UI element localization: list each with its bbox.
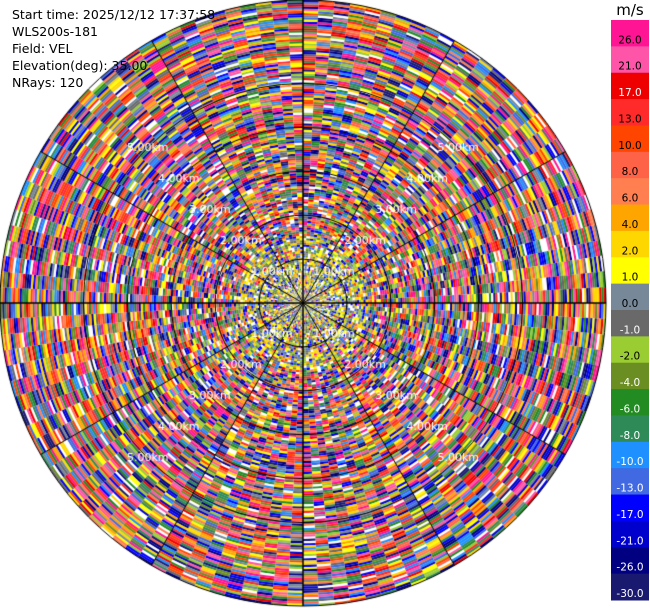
colorbar-tick-label: -30.0 <box>616 588 643 600</box>
colorbar-swatch <box>611 441 649 469</box>
colorbar-swatch <box>611 415 649 443</box>
colorbar-tick-label: -21.0 <box>616 535 643 547</box>
colorbar-swatch <box>611 257 649 285</box>
colorbar-swatch <box>611 468 649 496</box>
colorbar-swatch <box>611 178 649 206</box>
field-name: Field: VEL <box>12 41 73 56</box>
colorbar-swatch <box>611 389 649 416</box>
elevation: Elevation(deg): 35.00 <box>12 58 148 73</box>
ray-count: NRays: 120 <box>12 75 84 90</box>
colorbar-tick-label: -13.0 <box>616 483 643 495</box>
colorbar-swatch <box>611 72 649 100</box>
colorbar-tick-label: -10.0 <box>616 456 643 468</box>
colorbar-tick-label: 2.0 <box>622 245 639 257</box>
colorbar-tick-label: 13.0 <box>618 113 641 125</box>
colorbar-tick-label: -2.0 <box>620 351 641 363</box>
colorbar-swatch <box>611 283 649 311</box>
colorbar-swatch <box>611 99 649 126</box>
colorbar-tick-label: -8.0 <box>620 430 641 442</box>
colorbar-unit-label: m/s <box>616 1 644 19</box>
scan-info: Start time: 2025/12/12 17:37:58 WLS200s-… <box>12 6 215 91</box>
colorbar-swatch <box>611 573 649 601</box>
colorbar-swatch <box>611 151 649 179</box>
colorbar-tick-label: 17.0 <box>618 87 641 99</box>
colorbar-swatch <box>611 46 649 74</box>
colorbar-swatch <box>611 494 649 522</box>
colorbar-tick-label: 10.0 <box>618 140 641 152</box>
colorbar-swatch <box>611 125 649 153</box>
colorbar-tick-label: -4.0 <box>620 377 641 389</box>
colorbar-tick-label: 21.0 <box>618 61 641 73</box>
colorbar-swatch <box>611 520 649 548</box>
colorbar-swatch <box>611 547 649 575</box>
colorbar-tick-label: 8.0 <box>622 166 639 178</box>
colorbar-tick-label: -26.0 <box>616 562 643 574</box>
colorbar-swatch <box>611 310 649 337</box>
colorbar-tick-label: 0.0 <box>622 298 639 310</box>
colorbar-tick-label: 6.0 <box>622 193 639 205</box>
colorbar-swatch <box>611 204 649 232</box>
colorbar-tick-label: 26.0 <box>618 34 641 46</box>
colorbar-swatch <box>611 336 649 364</box>
colorbar-tick-label: 1.0 <box>622 272 639 284</box>
start-time: Start time: 2025/12/12 17:37:58 <box>12 7 216 22</box>
colorbar-swatch <box>611 20 649 47</box>
colorbar-swatch <box>611 362 649 390</box>
colorbar-tick-label: -1.0 <box>620 324 641 336</box>
colorbar-tick-label: -17.0 <box>616 509 643 521</box>
colorbar-tick-label: -6.0 <box>620 403 641 415</box>
colorbar-swatch <box>611 230 649 258</box>
colorbar-tick-label: 4.0 <box>622 219 639 231</box>
instrument-name: WLS200s-181 <box>12 24 98 39</box>
